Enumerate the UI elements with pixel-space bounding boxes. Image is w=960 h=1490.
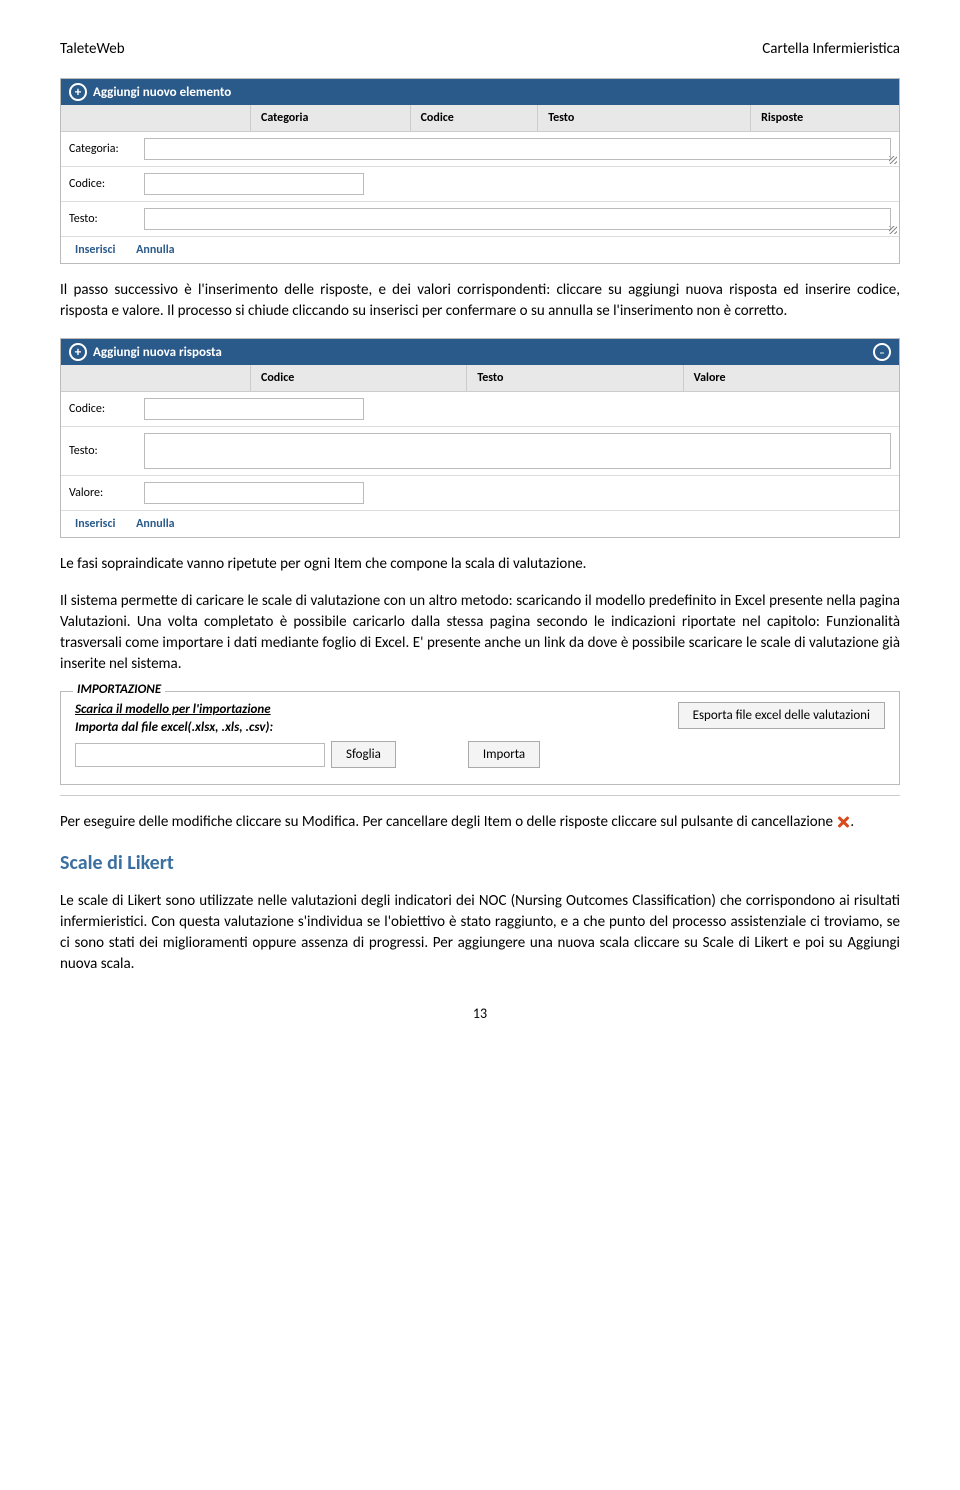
plus-icon: + xyxy=(69,343,87,361)
delete-icon xyxy=(836,815,850,829)
close-icon[interactable]: – xyxy=(873,343,891,361)
testo-input-2[interactable] xyxy=(144,433,891,469)
codice-label-2: Codice: xyxy=(69,402,144,416)
add-element-label: Aggiungi nuovo elemento xyxy=(93,85,231,100)
add-response-panel: + Aggiungi nuova risposta – Codice Testo… xyxy=(60,338,900,538)
categoria-label: Categoria: xyxy=(69,142,144,156)
valore-label-2: Valore: xyxy=(69,486,144,500)
testo-label: Testo: xyxy=(69,212,144,226)
col-testo-2: Testo xyxy=(467,365,683,392)
plus-icon: + xyxy=(69,83,87,101)
add-element-bar[interactable]: + Aggiungi nuovo elemento xyxy=(61,79,899,105)
codice-label: Codice: xyxy=(69,177,144,191)
add-response-bar[interactable]: + Aggiungi nuova risposta – xyxy=(61,339,899,365)
col-valore-2: Valore xyxy=(684,365,899,392)
header-left: TaleteWeb xyxy=(60,40,125,58)
import-section: IMPORTAZIONE Scarica il modello per l'im… xyxy=(60,691,900,785)
codice-input[interactable] xyxy=(144,173,364,195)
element-columns: Categoria Codice Testo Risposte xyxy=(61,105,899,132)
codice-input-2[interactable] xyxy=(144,398,364,420)
inserisci-button[interactable]: Inserisci xyxy=(75,243,115,257)
browse-button[interactable]: Sfoglia xyxy=(331,741,396,768)
col-codice-2: Codice xyxy=(251,365,467,392)
valore-input-2[interactable] xyxy=(144,482,364,504)
add-element-panel: + Aggiungi nuovo elemento Categoria Codi… xyxy=(60,78,900,264)
download-template-link[interactable]: Scarica il modello per l'importazione xyxy=(75,702,658,717)
export-button[interactable]: Esporta file excel delle valutazioni xyxy=(678,702,885,729)
testo-input[interactable] xyxy=(144,208,891,230)
add-response-label: Aggiungi nuova risposta xyxy=(93,345,222,360)
annulla-button-2[interactable]: Annulla xyxy=(136,517,174,531)
likert-heading: Scale di Likert xyxy=(60,851,900,875)
col-categoria: Categoria xyxy=(251,105,411,132)
page-number: 13 xyxy=(60,1005,900,1022)
file-path-input[interactable] xyxy=(75,743,325,767)
paragraph-5: Le scale di Likert sono utilizzate nelle… xyxy=(60,891,900,975)
paragraph-4: Per eseguire delle modifiche cliccare su… xyxy=(60,812,900,833)
paragraph-2: Le fasi sopraindicate vanno ripetute per… xyxy=(60,554,900,575)
col-codice: Codice xyxy=(411,105,539,132)
col-risposte: Risposte xyxy=(751,105,899,132)
import-legend: IMPORTAZIONE xyxy=(73,682,165,697)
annulla-button[interactable]: Annulla xyxy=(136,243,174,257)
divider xyxy=(60,795,900,796)
import-button[interactable]: Importa xyxy=(468,741,540,768)
col-testo: Testo xyxy=(538,105,751,132)
response-columns: Codice Testo Valore xyxy=(61,365,899,392)
header-right: Cartella Infermieristica xyxy=(762,40,900,58)
categoria-input[interactable] xyxy=(144,138,891,160)
inserisci-button-2[interactable]: Inserisci xyxy=(75,517,115,531)
testo-label-2: Testo: xyxy=(69,444,144,458)
paragraph-1: Il passo successivo è l'inserimento dell… xyxy=(60,280,900,322)
paragraph-3: Il sistema permette di caricare le scale… xyxy=(60,591,900,675)
import-file-label: Importa dal file excel(.xlsx, .xls, .csv… xyxy=(75,720,658,735)
page-header: TaleteWeb Cartella Infermieristica xyxy=(60,40,900,58)
